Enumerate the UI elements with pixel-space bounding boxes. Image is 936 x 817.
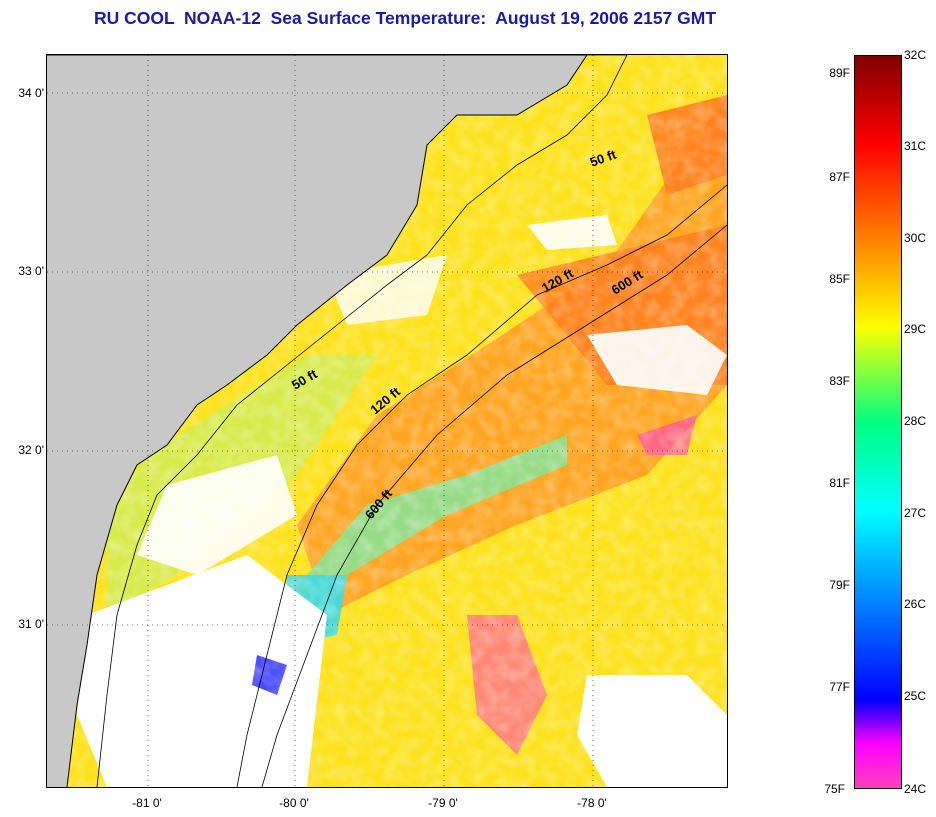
colorbar-c-label: 32C bbox=[904, 48, 927, 62]
lon-tick-label: -80 0' bbox=[279, 796, 309, 810]
isobath-600ft bbox=[261, 224, 727, 787]
colorbar-c-label: 27C bbox=[904, 506, 927, 520]
isobath-50ft bbox=[96, 55, 628, 787]
lat-tick-label: 32 0' bbox=[18, 443, 44, 457]
colorbar-f-label: 89F bbox=[829, 66, 850, 80]
sst-map-canvas: 50 ft 120 ft 600 ft 50 ft 120 ft 600 ft bbox=[47, 55, 727, 787]
colorbar-c-label: 31C bbox=[904, 139, 927, 153]
lon-tick-label: -81 0' bbox=[132, 796, 162, 810]
colorbar-c-label: 26C bbox=[904, 597, 927, 611]
colorbar-c-label: 24C bbox=[904, 782, 927, 796]
map-title: RU COOL NOAA-12 Sea Surface Temperature:… bbox=[93, 8, 717, 28]
colorbar-c-label: 25C bbox=[904, 689, 927, 703]
lat-tick-label: 33 0' bbox=[18, 264, 44, 278]
coastline bbox=[47, 55, 588, 787]
land bbox=[47, 55, 587, 787]
colorbar-c-label: 30C bbox=[904, 231, 927, 245]
sst-map: 50 ft 120 ft 600 ft 50 ft 120 ft 600 ft bbox=[46, 54, 728, 788]
temperature-colorbar bbox=[854, 55, 902, 789]
colorbar-f-label: 81F bbox=[829, 476, 850, 490]
colorbar-f-label: 87F bbox=[829, 170, 850, 184]
isobath-120ft bbox=[236, 184, 727, 787]
lat-tick-label: 31 0' bbox=[18, 617, 44, 631]
colorbar-gradient bbox=[855, 56, 901, 788]
colorbar-f-label: 83F bbox=[829, 374, 850, 388]
lon-tick-label: -79 0' bbox=[428, 796, 458, 810]
colorbar-f-label: 77F bbox=[829, 680, 850, 694]
colorbar-f-label: 85F bbox=[829, 272, 850, 286]
graticule bbox=[47, 55, 727, 787]
lon-tick-label: -78 0' bbox=[577, 796, 607, 810]
colorbar-f-label: 75F bbox=[824, 782, 845, 796]
colorbar-f-label: 79F bbox=[829, 578, 850, 592]
lat-tick-label: 34 0' bbox=[18, 86, 44, 100]
colorbar-c-label: 29C bbox=[904, 322, 927, 336]
colorbar-c-label: 28C bbox=[904, 414, 927, 428]
